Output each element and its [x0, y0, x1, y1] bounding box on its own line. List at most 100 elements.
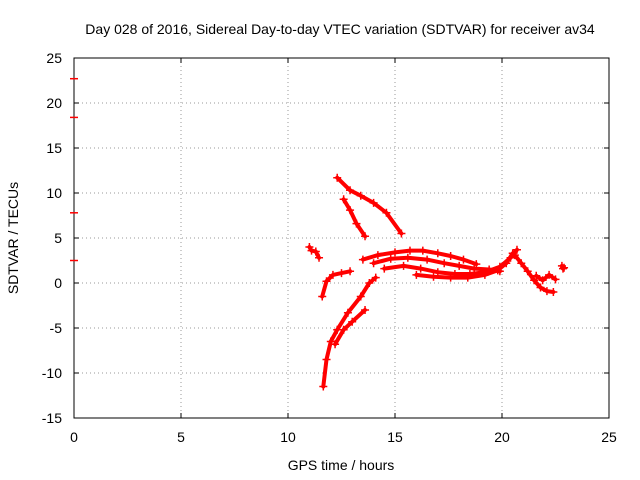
- y-tick-label: 10: [46, 185, 62, 201]
- data-series: [305, 173, 569, 391]
- x-tick-label: 0: [70, 429, 78, 445]
- data-point: [348, 317, 357, 326]
- data-point: [343, 308, 352, 317]
- series-track-a: [305, 243, 324, 262]
- y-tick-label: 15: [46, 140, 62, 156]
- data-point: [365, 279, 374, 287]
- data-point: [371, 273, 380, 282]
- data-point: [463, 273, 472, 282]
- y-tick-label: 20: [46, 95, 62, 111]
- data-point: [307, 246, 316, 255]
- data-point: [356, 191, 365, 200]
- data-point: [326, 337, 335, 346]
- data-point: [373, 251, 382, 260]
- data-point: [346, 206, 355, 215]
- data-point: [369, 259, 378, 268]
- data-point: [549, 288, 558, 296]
- data-point: [433, 268, 442, 277]
- data-point: [391, 248, 399, 257]
- data-point: [319, 382, 328, 391]
- data-point: [536, 283, 545, 292]
- series-track-j: [412, 249, 517, 282]
- data-point: [558, 264, 567, 273]
- x-axis-label: GPS time / hours: [288, 457, 395, 473]
- data-point: [412, 270, 421, 279]
- data-point: [538, 276, 547, 285]
- data-point: [356, 292, 365, 301]
- data-point: [510, 251, 519, 260]
- series-track-d: [318, 267, 355, 301]
- data-point: [333, 173, 342, 182]
- data-point: [397, 229, 406, 238]
- data-point: [560, 263, 569, 272]
- data-point: [470, 264, 479, 273]
- series-line: [321, 275, 378, 389]
- series-track-c: [339, 195, 370, 241]
- series-line: [335, 175, 404, 236]
- series-line: [341, 197, 367, 239]
- data-point: [418, 246, 427, 255]
- data-point: [311, 247, 320, 256]
- data-point: [542, 287, 551, 296]
- data-point: [517, 259, 526, 268]
- data-point: [352, 219, 361, 228]
- y-tick-label: -15: [42, 410, 62, 426]
- series-track-f: [331, 306, 370, 349]
- y-tick-label: -5: [50, 320, 63, 336]
- chart-title: Day 028 of 2016, Sidereal Day-to-day VTE…: [85, 21, 595, 37]
- data-point: [358, 255, 367, 264]
- grid-lines: [74, 58, 609, 418]
- data-point: [339, 195, 348, 204]
- left-axis-marks: [70, 77, 78, 262]
- data-point: [322, 277, 331, 286]
- data-point: [502, 259, 511, 268]
- data-point: [523, 267, 532, 276]
- x-tick-label: 5: [177, 429, 185, 445]
- x-tick-label: 10: [280, 429, 296, 445]
- data-point: [416, 264, 425, 273]
- series-track-b: [333, 173, 406, 238]
- data-point: [532, 271, 541, 280]
- data-point: [361, 306, 370, 314]
- data-point: [361, 232, 370, 241]
- plot-frame: [73, 57, 610, 419]
- data-point: [346, 186, 355, 195]
- data-point: [386, 254, 395, 263]
- series-track-l: [532, 270, 560, 285]
- data-point: [322, 355, 331, 364]
- data-point: [433, 249, 442, 258]
- data-point: [331, 340, 340, 349]
- data-point: [459, 255, 468, 264]
- data-point: [315, 253, 324, 262]
- data-point: [512, 245, 521, 254]
- data-point: [339, 325, 348, 334]
- data-point: [530, 276, 539, 285]
- series-track-k: [510, 251, 558, 296]
- data-point: [328, 270, 337, 279]
- axes: 0 5 10 15 20 25 -15 -10 -5 0 5 10 15 20 25: [42, 50, 617, 445]
- data-point: [429, 272, 438, 281]
- data-point: [551, 275, 560, 284]
- data-point: [369, 198, 378, 207]
- series-track-g: [358, 246, 481, 269]
- series-line: [333, 308, 367, 347]
- series-line: [534, 272, 558, 283]
- data-point: [446, 252, 455, 260]
- x-tick-label: 15: [387, 429, 403, 445]
- data-point: [405, 246, 414, 255]
- data-point: [382, 208, 391, 217]
- series-track-m: [557, 261, 569, 273]
- data-point: [480, 270, 489, 279]
- y-tick-label: 0: [54, 275, 62, 291]
- data-point: [337, 269, 346, 278]
- data-point: [399, 261, 408, 270]
- data-point: [318, 292, 327, 301]
- data-point: [380, 264, 389, 273]
- data-point: [446, 273, 455, 282]
- y-tick-label: 25: [46, 50, 62, 66]
- data-point: [403, 253, 412, 262]
- x-tick-label: 20: [494, 429, 510, 445]
- data-point: [545, 270, 554, 279]
- data-point: [493, 266, 502, 275]
